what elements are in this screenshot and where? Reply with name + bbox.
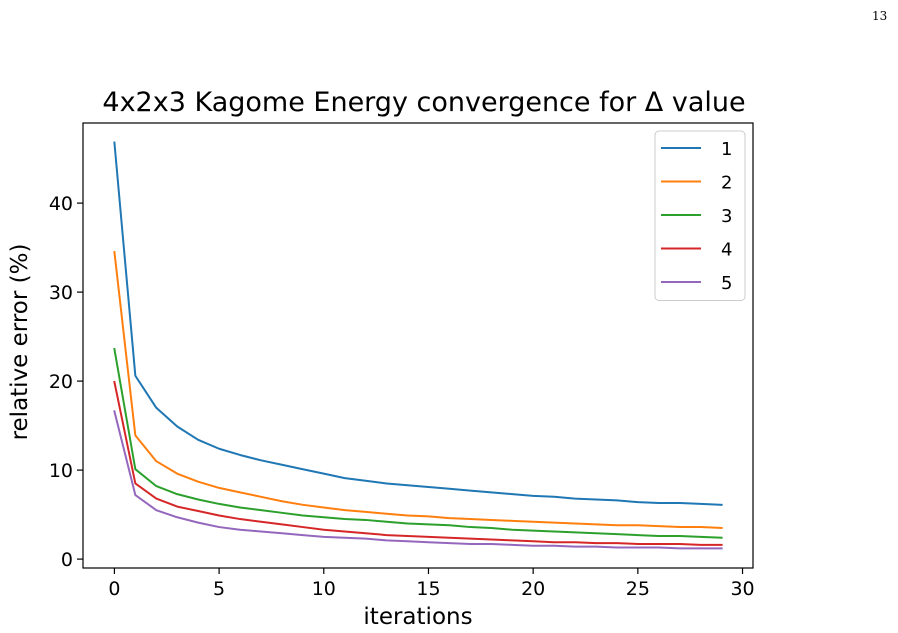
series-line-2 — [113, 250, 723, 529]
y-tick-label: 40 — [49, 193, 73, 215]
x-tick-label: 30 — [730, 578, 754, 600]
plot-area: 0 5 10 15 20 25 30 0 10 20 30 40 1 2 3 4 5 — [49, 122, 755, 600]
y-tick-label: 20 — [49, 371, 73, 393]
x-tick-label: 25 — [626, 578, 650, 600]
series-line-5 — [113, 410, 723, 550]
series-line-4 — [113, 380, 723, 546]
x-axis-label: iterations — [363, 604, 472, 630]
x-tick-label: 15 — [416, 578, 440, 600]
legend-label-3: 3 — [721, 206, 732, 227]
y-tick-label: 30 — [49, 282, 73, 304]
x-tick-label: 10 — [312, 578, 336, 600]
y-tick-label: 10 — [49, 460, 73, 482]
x-tick-label: 0 — [108, 578, 120, 600]
chart-title: 4x2x3 Kagome Energy convergence for Δ va… — [102, 87, 745, 118]
legend-label-5: 5 — [721, 273, 732, 294]
series-line-1 — [113, 141, 723, 506]
legend-label-2: 2 — [721, 173, 732, 194]
legend-label-4: 4 — [721, 240, 732, 261]
y-tick-label: 0 — [61, 549, 73, 571]
legend-label-1: 1 — [721, 139, 732, 160]
page-number: 13 — [872, 9, 888, 23]
x-tick-label: 20 — [521, 578, 545, 600]
y-axis-label: relative error (%) — [7, 244, 33, 441]
plot-frame — [82, 122, 754, 569]
series-line-3 — [113, 347, 723, 539]
x-tick-label: 5 — [213, 578, 225, 600]
